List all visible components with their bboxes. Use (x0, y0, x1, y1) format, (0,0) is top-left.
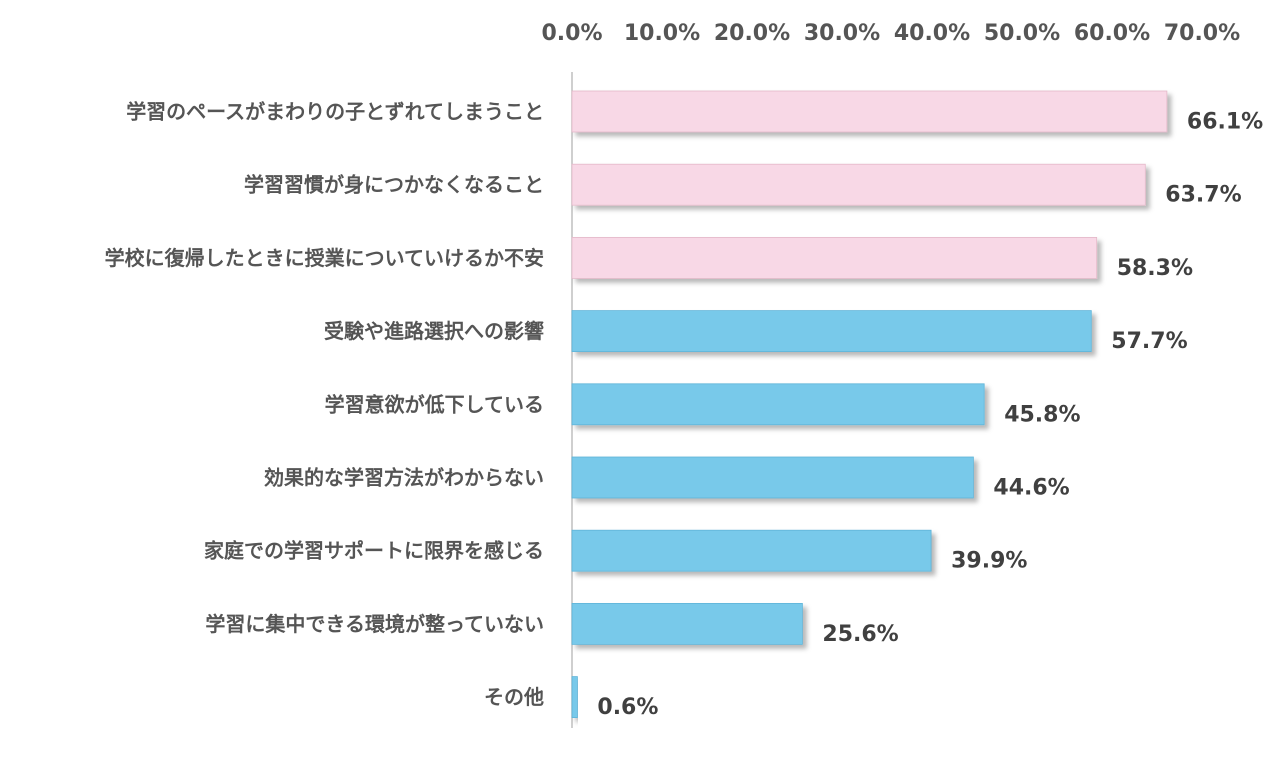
bar (571, 603, 803, 645)
x-tick-label: 60.0% (1074, 21, 1150, 46)
x-axis-ticks: 0.0% 10.0% 20.0% 30.0% 40.0% 50.0% 60.0% 70.0% (541, 21, 1240, 46)
bar (571, 529, 932, 572)
category-label: 効果的な学習方法がわからない (264, 466, 544, 490)
category-label: 家庭での学習サポートに限界を感じる (204, 539, 544, 563)
category-label: 受験や進路選択への影響 (324, 319, 544, 343)
x-tick-label: 40.0% (894, 21, 970, 46)
bar (571, 236, 1098, 279)
value-label: 25.6% (822, 622, 898, 647)
bar (571, 456, 974, 499)
category-label: 学習習慣が身につかなくなること (244, 173, 544, 197)
category-label: 学校に復帰したときに授業についていけるか不安 (105, 246, 544, 270)
bar (571, 383, 985, 426)
x-tick-label: 0.0% (541, 21, 602, 46)
value-label: 58.3% (1117, 256, 1193, 281)
bar (571, 310, 1092, 353)
category-label: 学習に集中できる環境が整っていない (205, 612, 544, 636)
category-label: 学習のペースがまわりの子とずれてしまうこと (126, 100, 544, 124)
value-label: 39.9% (951, 549, 1027, 574)
value-label: 0.6% (597, 695, 658, 720)
value-label: 45.8% (1004, 402, 1080, 427)
category-label: 学習意欲が低下している (325, 392, 544, 416)
x-tick-label: 20.0% (714, 21, 790, 46)
category-label: その他 (484, 685, 544, 709)
x-tick-label: 10.0% (624, 21, 700, 46)
x-tick-label: 30.0% (804, 21, 880, 46)
bar (571, 676, 578, 718)
value-label: 66.1% (1187, 110, 1263, 135)
x-tick-label: 70.0% (1164, 21, 1240, 46)
value-label: 63.7% (1165, 183, 1241, 208)
x-tick-label: 50.0% (984, 21, 1060, 46)
bars: 学習のペースがまわりの子とずれてしまうこと 66.1% 学習習慣が身につかなくなるこ… (105, 90, 1263, 720)
value-label: 57.7% (1111, 329, 1187, 354)
value-label: 44.6% (993, 476, 1069, 501)
bar (571, 90, 1168, 133)
bar (571, 163, 1146, 206)
